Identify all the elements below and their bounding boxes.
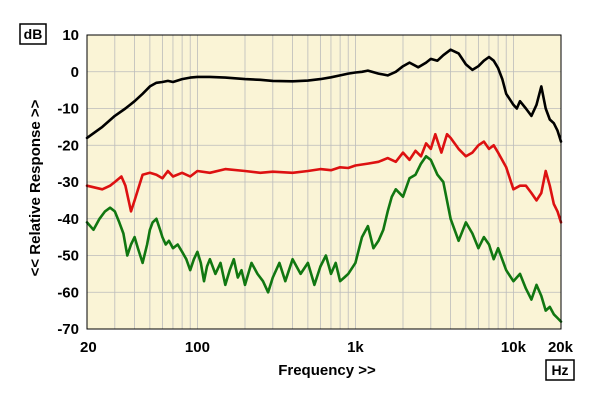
y-tick-label: -50: [57, 248, 79, 265]
plot-border: [86, 34, 562, 330]
y-unit-label: dB: [24, 26, 43, 42]
y-tick-label: -10: [57, 101, 79, 118]
y-tick-label: -30: [57, 174, 79, 191]
x-tick-label: 20: [80, 339, 97, 356]
y-tick-label: 0: [71, 64, 79, 81]
y-unit-box: [19, 23, 47, 45]
x-unit-label: Hz: [551, 362, 568, 378]
y-tick-label: -70: [57, 321, 79, 338]
y-tick-label: -20: [57, 137, 79, 154]
y-tick-label: -60: [57, 284, 79, 301]
series-layer: [85, 48, 563, 323]
x-tick-label: 20k: [548, 339, 574, 356]
x-tick-label: 100: [185, 339, 210, 356]
y-tick-label: -40: [57, 211, 79, 228]
x-tick-labels: 20 100 1k 10k 20k: [80, 339, 574, 356]
x-tick-label: 10k: [501, 339, 527, 356]
x-unit-box: [545, 359, 575, 381]
y-axis-title: << Relative Response >>: [27, 99, 44, 276]
y-tick-label: 10: [62, 27, 79, 44]
x-axis-title: Frequency >>: [278, 362, 376, 379]
series-line-red: [85, 132, 563, 224]
series-line-green: [85, 155, 563, 323]
x-tick-label: 1k: [347, 339, 364, 356]
series-line-black: [85, 48, 563, 143]
y-tick-labels: 10 0 -10 -20 -30 -40 -50 -60 -70: [57, 27, 79, 338]
